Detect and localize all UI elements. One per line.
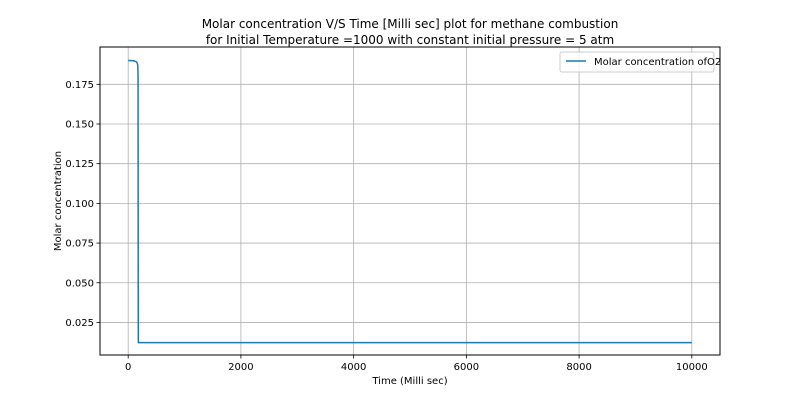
x-axis-label: Time (Milli sec) bbox=[371, 376, 447, 387]
series-line bbox=[128, 59, 692, 344]
y-tick-label: 0.025 bbox=[65, 318, 94, 329]
x-tick-label: 4000 bbox=[341, 362, 366, 373]
y-tick-label: 0.125 bbox=[65, 159, 94, 170]
y-tick-label: 0.100 bbox=[65, 199, 94, 210]
y-tick-label: 0.150 bbox=[65, 120, 94, 131]
legend: Molar concentration ofO2 bbox=[559, 51, 721, 73]
y-tick-label: 0.075 bbox=[65, 239, 94, 250]
grid-lines bbox=[100, 47, 720, 355]
legend-box bbox=[559, 51, 715, 73]
legend-label: Molar concentration ofO2 bbox=[594, 57, 721, 68]
plot-frame bbox=[99, 46, 721, 356]
y-axis-ticks: 0.025 0.050 0.075 0.100 0.125 0.150 0.175 bbox=[65, 80, 100, 329]
y-tick-label: 0.175 bbox=[65, 80, 94, 91]
x-tick-label: 0 bbox=[125, 362, 131, 373]
data-series bbox=[128, 59, 692, 344]
x-tick-label: 8000 bbox=[566, 362, 591, 373]
x-tick-label: 6000 bbox=[454, 362, 479, 373]
x-tick-label: 10000 bbox=[676, 362, 708, 373]
y-axis-label: Molar concentration bbox=[53, 151, 64, 251]
chart-title: Molar concentration V/S Time [Milli sec]… bbox=[202, 17, 619, 31]
chart-subtitle: for Initial Temperature =1000 with const… bbox=[206, 33, 614, 47]
y-tick-label: 0.050 bbox=[65, 278, 94, 289]
x-axis-ticks: 0 2000 4000 6000 8000 10000 bbox=[125, 355, 708, 373]
x-tick-label: 2000 bbox=[228, 362, 253, 373]
